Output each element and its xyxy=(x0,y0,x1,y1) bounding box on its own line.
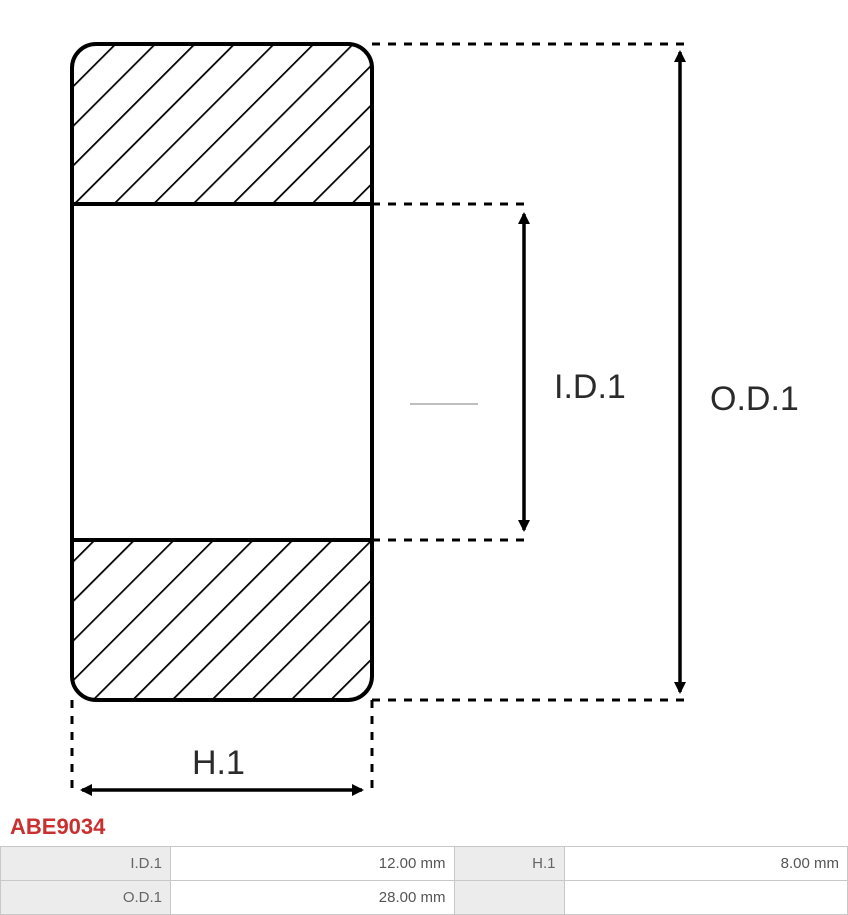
cell-value: 28.00 mm xyxy=(171,881,455,915)
label-h1: H.1 xyxy=(192,744,245,782)
bearing-diagram: I.D.1 O.D.1 H.1 xyxy=(0,0,848,810)
cell-value: 8.00 mm xyxy=(564,847,848,881)
cell-label xyxy=(454,881,564,915)
specs-table: I.D.1 12.00 mm H.1 8.00 mm O.D.1 28.00 m… xyxy=(0,846,848,915)
cell-value xyxy=(564,881,848,915)
cell-value: 12.00 mm xyxy=(171,847,455,881)
cell-label: O.D.1 xyxy=(1,881,171,915)
table-row: O.D.1 28.00 mm xyxy=(1,881,848,915)
label-id1: I.D.1 xyxy=(554,368,626,406)
product-code: ABE9034 xyxy=(0,810,848,846)
cell-label: H.1 xyxy=(454,847,564,881)
cell-label: I.D.1 xyxy=(1,847,171,881)
label-od1: O.D.1 xyxy=(710,380,799,418)
table-row: I.D.1 12.00 mm H.1 8.00 mm xyxy=(1,847,848,881)
